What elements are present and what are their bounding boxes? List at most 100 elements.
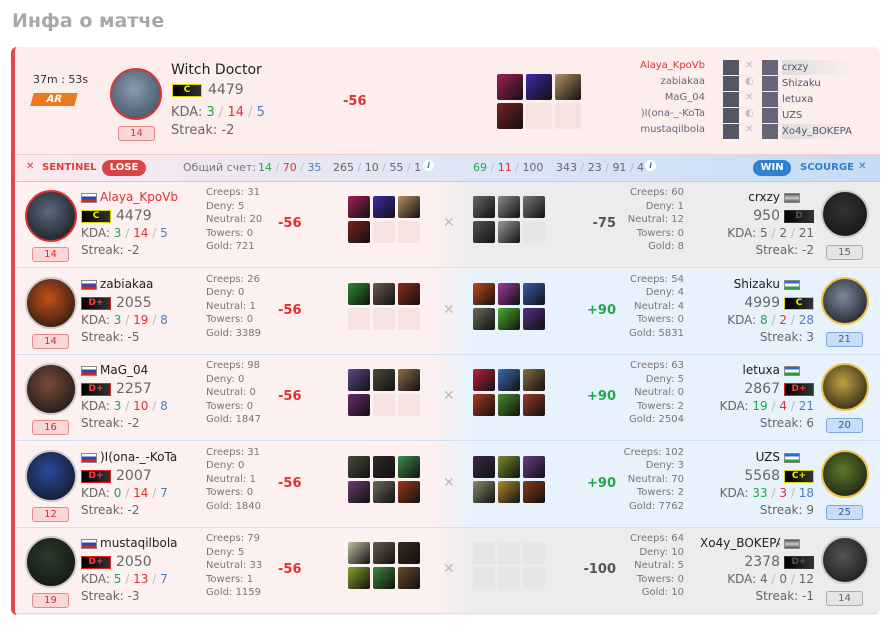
item-icon[interactable] bbox=[523, 394, 545, 416]
roster-left-player[interactable]: Alaya_KpoVb bbox=[639, 60, 705, 71]
player-kda: KDA: 33 / 3 / 18 bbox=[719, 485, 814, 500]
team-left-name: SENTINEL bbox=[42, 162, 97, 173]
item-icon[interactable] bbox=[348, 196, 370, 218]
item-icon[interactable] bbox=[555, 74, 581, 100]
item-icon[interactable] bbox=[373, 196, 395, 218]
player-streak: Streak: -3 bbox=[81, 589, 140, 603]
hero-avatar bbox=[110, 68, 162, 120]
roster-left-player[interactable]: mustaqilbola bbox=[640, 124, 705, 135]
item-icon[interactable] bbox=[373, 480, 395, 503]
rating-delta: -56 bbox=[278, 216, 302, 231]
crossed-swords-icon: ✕ bbox=[443, 474, 455, 491]
item-icon[interactable] bbox=[373, 282, 395, 305]
player-name[interactable]: )I(ona-_-KoTa bbox=[100, 449, 178, 464]
rank-badge: D+ bbox=[784, 556, 814, 569]
player-name[interactable]: letuxa bbox=[742, 363, 780, 377]
player-row: 16 MaG_04 D+ 2257 KDA: 3 / 10 / 8 Streak: -2 C… bbox=[15, 355, 880, 441]
item-icon[interactable] bbox=[398, 542, 420, 564]
item-icon[interactable] bbox=[373, 455, 395, 478]
item-icon[interactable] bbox=[523, 196, 545, 218]
item-icon[interactable] bbox=[398, 480, 420, 503]
player-name[interactable]: Xo4y_BOKEPA bbox=[700, 536, 780, 550]
player-stats: Creeps: 79 Deny: 5 Neutral: 33 Towers: 1 Gol… bbox=[206, 533, 263, 598]
player-name[interactable]: Alaya_KpoVb bbox=[100, 190, 179, 204]
item-icon[interactable] bbox=[348, 369, 370, 391]
item-icon[interactable] bbox=[473, 455, 495, 478]
player-stats: Creeps: 31 Deny: 5 Neutral: 20 Towers: 0 Gol… bbox=[206, 187, 263, 252]
item-icon[interactable] bbox=[523, 455, 545, 478]
roster-right-player[interactable]: UZS bbox=[782, 110, 803, 121]
item-icon[interactable] bbox=[398, 369, 420, 391]
empty-item-slot bbox=[526, 103, 552, 129]
hero-icon bbox=[723, 124, 739, 139]
hero-kda: KDA: 3 / 14 / 5 bbox=[171, 105, 265, 120]
crossed-swords-icon: ✕ bbox=[443, 388, 455, 404]
player-name[interactable]: mustaqilbola bbox=[100, 536, 178, 550]
hero-level: 21 bbox=[826, 331, 863, 347]
player-kda: KDA: 5 / 13 / 7 bbox=[81, 572, 168, 586]
info-icon[interactable]: i bbox=[423, 160, 434, 171]
player-name[interactable]: UZS bbox=[755, 449, 780, 464]
item-icon[interactable] bbox=[523, 282, 545, 305]
item-icon[interactable] bbox=[348, 221, 370, 243]
item-icon[interactable] bbox=[498, 394, 520, 416]
hero-icon bbox=[762, 124, 778, 139]
item-icon[interactable] bbox=[348, 542, 370, 564]
item-icon[interactable] bbox=[523, 307, 545, 330]
roster-right-player[interactable]: letuxa bbox=[782, 94, 814, 105]
roster-left-player[interactable]: )I(ona-_-KoTa bbox=[640, 108, 705, 119]
roster-right-player[interactable]: Xo4y_BOKEPA bbox=[782, 124, 854, 139]
item-icon[interactable] bbox=[498, 455, 520, 478]
item-icon[interactable] bbox=[348, 480, 370, 503]
item-icon[interactable] bbox=[398, 567, 420, 589]
info-icon[interactable]: i bbox=[645, 160, 656, 171]
roster-left-player[interactable]: zabiakaa bbox=[660, 76, 705, 87]
hero-level: 14 bbox=[32, 247, 69, 262]
player-name[interactable]: crxzy bbox=[748, 190, 780, 204]
item-icon[interactable] bbox=[497, 103, 523, 129]
item-icon[interactable] bbox=[348, 567, 370, 589]
item-icon[interactable] bbox=[498, 282, 520, 305]
item-icon[interactable] bbox=[498, 369, 520, 391]
item-icon[interactable] bbox=[473, 307, 495, 330]
rating-delta: -75 bbox=[592, 216, 617, 231]
item-icon[interactable] bbox=[348, 455, 370, 478]
hero-name: Witch Doctor bbox=[171, 62, 262, 78]
item-icon[interactable] bbox=[398, 455, 420, 478]
roster-left-player[interactable]: MaG_04 bbox=[664, 92, 705, 103]
item-icon[interactable] bbox=[348, 282, 370, 305]
item-icon[interactable] bbox=[373, 567, 395, 589]
item-icon[interactable] bbox=[373, 542, 395, 564]
item-icon[interactable] bbox=[398, 282, 420, 305]
roster-right-player[interactable]: crxzy bbox=[782, 60, 854, 75]
player-name[interactable]: zabiakaa bbox=[100, 276, 154, 291]
item-icon[interactable] bbox=[523, 369, 545, 391]
item-icon[interactable] bbox=[473, 394, 495, 416]
player-name[interactable]: Shizaku bbox=[733, 276, 780, 291]
rating: 5568 bbox=[744, 467, 780, 484]
item-icon[interactable] bbox=[473, 369, 495, 391]
roster-right-player[interactable]: Shizaku bbox=[782, 78, 821, 89]
player-kda: KDA: 4 / 0 / 12 bbox=[727, 572, 814, 586]
sentinel-icon: ✕ bbox=[26, 161, 35, 172]
empty-item-slot bbox=[398, 221, 420, 243]
crossed-swords-icon: ✕ bbox=[745, 60, 754, 71]
item-icon[interactable] bbox=[398, 196, 420, 218]
item-icon[interactable] bbox=[523, 480, 545, 503]
item-icon[interactable] bbox=[498, 480, 520, 503]
item-icon[interactable] bbox=[473, 480, 495, 503]
item-icon[interactable] bbox=[473, 221, 495, 243]
hero-icon bbox=[762, 108, 778, 123]
item-icon[interactable] bbox=[526, 74, 552, 100]
item-icon[interactable] bbox=[373, 369, 395, 391]
item-icon[interactable] bbox=[473, 196, 495, 218]
item-icon[interactable] bbox=[498, 307, 520, 330]
player-kda: KDA: 8 / 2 / 28 bbox=[727, 312, 814, 327]
item-icon[interactable] bbox=[348, 394, 370, 416]
item-icon[interactable] bbox=[473, 282, 495, 305]
rank-badge: C bbox=[784, 296, 814, 310]
item-icon[interactable] bbox=[497, 74, 523, 100]
item-icon[interactable] bbox=[498, 196, 520, 218]
item-icon[interactable] bbox=[498, 221, 520, 243]
player-name[interactable]: MaG_04 bbox=[100, 363, 149, 377]
